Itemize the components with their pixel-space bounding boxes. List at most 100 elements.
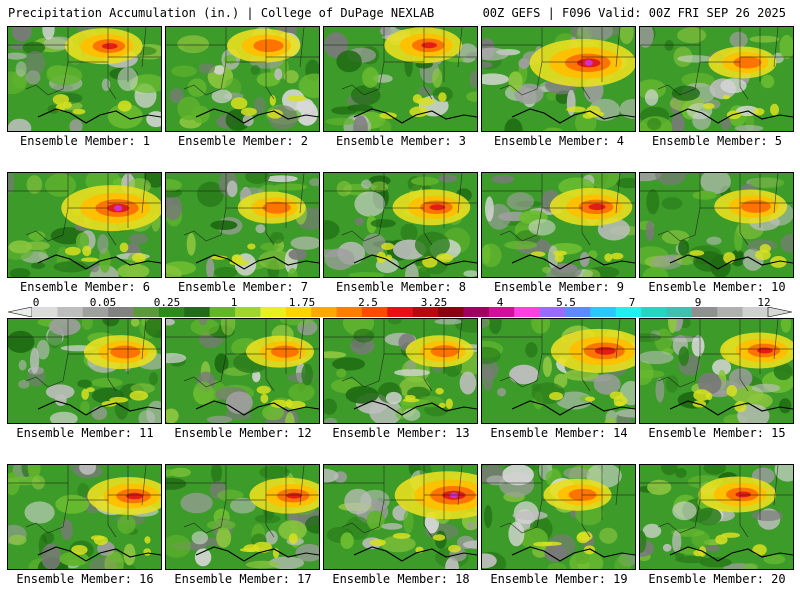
colorbar-tick-label: 2.5 <box>358 296 378 309</box>
ensemble-map-panel <box>323 26 478 132</box>
ensemble-map-panel <box>481 464 636 570</box>
colorbar-swatch <box>82 307 109 317</box>
precip-map <box>8 173 161 277</box>
ensemble-member-label: Ensemble Member: 8 <box>335 280 467 294</box>
colorbar-swatch <box>488 307 515 317</box>
colorbar-swatch <box>57 307 84 317</box>
precip-map <box>166 465 319 569</box>
colorbar-swatch <box>641 307 667 317</box>
precip-map <box>8 319 161 423</box>
ensemble-map-panel <box>323 172 478 278</box>
precip-map <box>166 27 319 131</box>
colorbar-swatch <box>514 307 540 317</box>
precip-map <box>324 319 477 423</box>
colorbar-swatch <box>311 307 337 317</box>
colorbar-swatch <box>285 307 312 317</box>
colorbar-min-arrow <box>8 307 33 317</box>
ensemble-map-panel <box>165 464 320 570</box>
precip-map <box>8 465 161 569</box>
colorbar-tick-label: 7 <box>628 296 636 309</box>
ensemble-member-label: Ensemble Member: 18 <box>332 572 470 586</box>
colorbar-swatch <box>463 307 490 317</box>
precip-map <box>640 27 793 131</box>
precip-map <box>482 27 635 131</box>
precip-map <box>640 319 793 423</box>
colorbar-swatch <box>438 307 464 317</box>
precip-map <box>324 465 477 569</box>
colorbar-swatch <box>133 307 160 317</box>
precip-map <box>324 173 477 277</box>
colorbar-tick-label: 0.05 <box>89 296 117 309</box>
colorbar-swatch <box>260 307 287 317</box>
colorbar-swatch <box>32 307 58 317</box>
precip-colorbar <box>8 307 792 317</box>
colorbar-swatch <box>539 307 566 317</box>
ensemble-map-panel <box>639 464 794 570</box>
ensemble-member-label: Ensemble Member: 5 <box>651 134 783 148</box>
ensemble-map-panel <box>481 172 636 278</box>
ensemble-member-label: Ensemble Member: 12 <box>174 426 312 440</box>
ensemble-map-panel <box>165 318 320 424</box>
ensemble-map-panel <box>323 318 478 424</box>
precip-map <box>324 27 477 131</box>
ensemble-member-label: Ensemble Member: 2 <box>177 134 309 148</box>
colorbar-swatch <box>717 307 743 317</box>
ensemble-map-panel <box>481 26 636 132</box>
ensemble-map-panel <box>639 26 794 132</box>
ensemble-map-panel <box>7 172 162 278</box>
colorbar-swatch <box>691 307 718 317</box>
colorbar-tick-label: 1.75 <box>288 296 316 309</box>
precip-map <box>640 465 793 569</box>
ensemble-map-panel <box>165 172 320 278</box>
colorbar-tick-label: 1 <box>230 296 238 309</box>
ensemble-member-label: Ensemble Member: 4 <box>493 134 625 148</box>
precip-map <box>482 465 635 569</box>
ensemble-member-label: Ensemble Member: 10 <box>648 280 786 294</box>
colorbar-swatch <box>184 307 210 317</box>
colorbar-tick-label: 4 <box>496 296 504 309</box>
colorbar-tick-label: 9 <box>694 296 702 309</box>
ensemble-map-panel <box>7 464 162 570</box>
ensemble-map-panel <box>165 26 320 132</box>
precip-map <box>640 173 793 277</box>
run-info: 00Z GEFS | F096 Valid: 00Z FRI SEP 26 20… <box>482 6 786 20</box>
ensemble-member-label: Ensemble Member: 1 <box>19 134 151 148</box>
colorbar-swatch <box>564 307 591 317</box>
colorbar-tick-label: 3.25 <box>420 296 448 309</box>
colorbar-swatch <box>387 307 413 317</box>
ensemble-map-panel <box>7 318 162 424</box>
precip-map <box>482 319 635 423</box>
map-title: Precipitation Accumulation (in.) | Colle… <box>8 6 435 20</box>
colorbar-tick-label: 12 <box>757 296 771 309</box>
colorbar-swatch <box>666 307 693 317</box>
precip-map <box>8 27 161 131</box>
precip-map <box>166 173 319 277</box>
colorbar-swatch <box>361 307 388 317</box>
ensemble-member-label: Ensemble Member: 16 <box>16 572 154 586</box>
colorbar-swatch <box>158 307 185 317</box>
ensemble-member-label: Ensemble Member: 20 <box>648 572 786 586</box>
ensemble-member-label: Ensemble Member: 6 <box>19 280 151 294</box>
colorbar-swatch <box>590 307 617 317</box>
colorbar-tick-label: 0.25 <box>153 296 181 309</box>
ensemble-member-label: Ensemble Member: 9 <box>493 280 625 294</box>
ensemble-member-label: Ensemble Member: 15 <box>648 426 786 440</box>
ensemble-member-label: Ensemble Member: 3 <box>335 134 467 148</box>
colorbar-swatch <box>615 307 642 317</box>
colorbar-swatch <box>742 307 769 317</box>
ensemble-map-panel <box>639 318 794 424</box>
ensemble-member-label: Ensemble Member: 19 <box>490 572 628 586</box>
ensemble-member-label: Ensemble Member: 7 <box>177 280 309 294</box>
colorbar-tick-label: 0 <box>32 296 40 309</box>
ensemble-member-label: Ensemble Member: 17 <box>174 572 312 586</box>
ensemble-member-label: Ensemble Member: 13 <box>332 426 470 440</box>
precip-map <box>482 173 635 277</box>
precip-map <box>166 319 319 423</box>
colorbar-swatch <box>336 307 363 317</box>
colorbar-swatch <box>235 307 261 317</box>
ensemble-map-panel <box>323 464 478 570</box>
colorbar-swatch <box>209 307 236 317</box>
colorbar-swatch <box>412 307 439 317</box>
colorbar-tick-label: 5.5 <box>556 296 576 309</box>
ensemble-member-label: Ensemble Member: 11 <box>16 426 154 440</box>
